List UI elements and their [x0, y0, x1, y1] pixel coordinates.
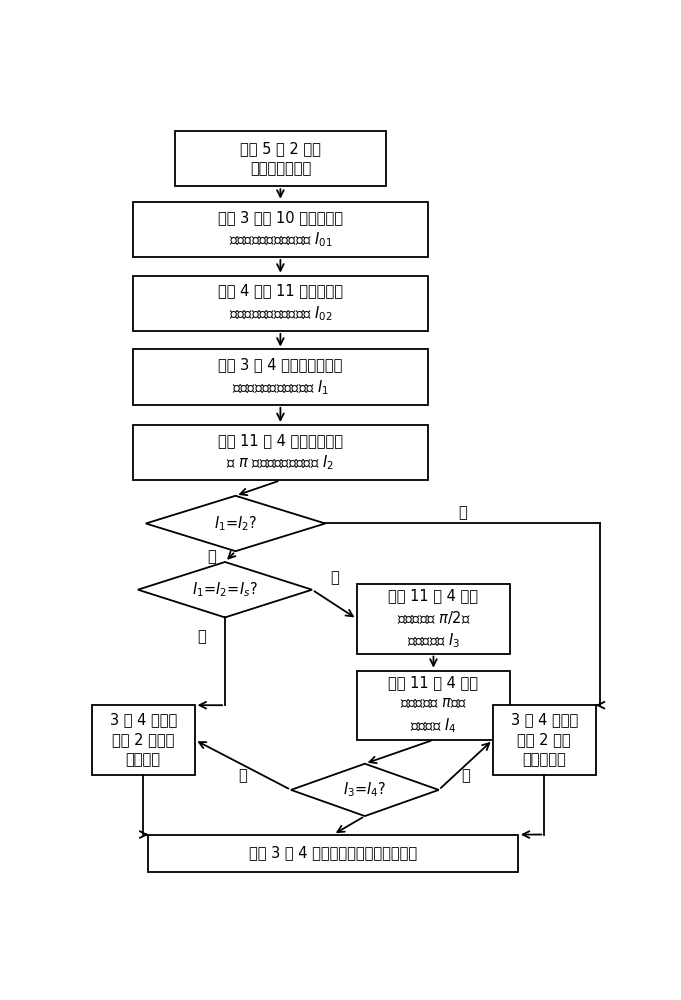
- Text: 查找 4 放入 11 后光电流最
大的位置，并标记；测量 $I_{02}$: 查找 4 放入 11 后光电流最 大的位置，并标记；测量 $I_{02}$: [218, 284, 343, 323]
- Text: 3 和 4 的光轴
均与 2 的偏
振方向垂直: 3 和 4 的光轴 均与 2 的偏 振方向垂直: [511, 713, 578, 767]
- Text: 是: 是: [238, 769, 247, 784]
- Bar: [92, 705, 195, 774]
- Text: $I_1$=$I_2$?: $I_1$=$I_2$?: [214, 514, 257, 533]
- Bar: [133, 276, 428, 331]
- Bar: [175, 131, 386, 186]
- Text: $I_1$=$I_2$=$I_s$?: $I_1$=$I_2$=$I_s$?: [192, 580, 258, 599]
- Polygon shape: [138, 562, 312, 617]
- Bar: [133, 425, 428, 480]
- Text: 旋转 11 将 4 的标记方向转
过 $\pi$ 角度，采集光电流值 $I_2$: 旋转 11 将 4 的标记方向转 过 $\pi$ 角度，采集光电流值 $I_2$: [218, 433, 343, 472]
- Text: 是: 是: [197, 629, 206, 644]
- Text: 3 和 4 的光轴
均与 2 的偏振
方向平行: 3 和 4 的光轴 均与 2 的偏振 方向平行: [110, 713, 177, 767]
- Bar: [493, 705, 596, 774]
- Text: 否: 否: [458, 505, 467, 520]
- Text: 调节 3 和 4 的标记方向相互
平行，采集此时光电流值 $I_1$: 调节 3 和 4 的标记方向相互 平行，采集此时光电流值 $I_1$: [218, 358, 343, 397]
- Bar: [357, 671, 510, 740]
- Text: 调节 5 与 2 的偏
振方向相互平行: 调节 5 与 2 的偏 振方向相互平行: [240, 141, 321, 176]
- Text: 查找 3 放入 10 后光电流最
大的位置，并标记；测量 $I_{01}$: 查找 3 放入 10 后光电流最 大的位置，并标记；测量 $I_{01}$: [218, 210, 343, 249]
- Text: 否: 否: [462, 769, 470, 784]
- Bar: [148, 835, 518, 872]
- Bar: [133, 202, 428, 257]
- Text: 是: 是: [208, 549, 216, 564]
- Text: 旋转 11 将 4 的标
记方向转过 $\pi$/2，
采集光电流 $I_3$: 旋转 11 将 4 的标 记方向转过 $\pi$/2， 采集光电流 $I_3$: [388, 588, 479, 650]
- Polygon shape: [146, 496, 326, 551]
- Text: 旋转 11 将 4 的标
记方向转过 $\pi$，采
集光电流 $I_4$: 旋转 11 将 4 的标 记方向转过 $\pi$，采 集光电流 $I_4$: [388, 676, 479, 735]
- Bar: [133, 349, 428, 405]
- Bar: [357, 584, 510, 654]
- Polygon shape: [291, 764, 439, 816]
- Text: 标记 3 和 4 的正确光轴方向，结束操作: 标记 3 和 4 的正确光轴方向，结束操作: [249, 846, 417, 861]
- Text: 否: 否: [330, 570, 339, 585]
- Text: $I_3$=$I_4$?: $I_3$=$I_4$?: [343, 781, 387, 799]
